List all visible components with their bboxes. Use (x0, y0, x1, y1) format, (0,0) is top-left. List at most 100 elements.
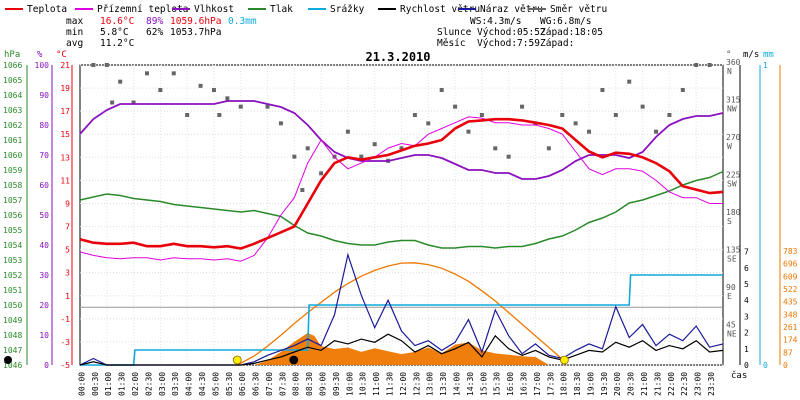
stats-avg-temp: 11.2°C (100, 38, 134, 49)
x-tick-label: 08:00 (292, 372, 301, 396)
stats-max-temp: 16.6°C (100, 16, 134, 27)
axis-hpa-tick: 1052 (3, 271, 22, 280)
axis-wm-tick: 174 (783, 336, 798, 345)
wind-direction-point (707, 63, 712, 67)
stats-min-temp: 5.8°C (100, 27, 129, 38)
wind-direction-point (225, 96, 230, 101)
wind-direction-point (627, 79, 632, 84)
x-tick-label: 14:00 (452, 372, 461, 396)
axis-hpa-label: hPa (4, 50, 20, 60)
stats-block: max 16.6°C 89% 1059.6hPa 0.3mm min 5.8°C… (66, 16, 257, 49)
x-tick-label: 04:30 (198, 372, 207, 396)
wind-direction-point (372, 142, 377, 147)
legend-label: Teplota (27, 4, 67, 15)
axis-hum-tick: 90 (39, 91, 49, 100)
x-tick-label: 15:30 (493, 372, 502, 396)
axis-ms-tick: 5 (744, 280, 749, 289)
axis-temp-tick: 15 (60, 130, 70, 139)
x-tick-label: 12:00 (399, 372, 408, 396)
axis-temp-tick: -1 (60, 315, 70, 324)
axis-ms-tick: 2 (744, 329, 749, 338)
x-tick-label: 00:00 (77, 372, 86, 396)
wind-direction-point (265, 104, 270, 109)
legend-label: Přízemní teplota (97, 4, 189, 15)
x-tick-label: 17:30 (546, 372, 555, 396)
x-tick-label: 02:00 (131, 372, 140, 396)
axis-ms-tick: 0 (744, 361, 749, 370)
legend-item-8: Směr větru (528, 4, 607, 15)
legend-item-7: Náraz větru (458, 4, 543, 15)
wind-direction-point (520, 104, 525, 109)
wind-direction-point (198, 83, 203, 88)
x-tick-label: 20:00 (613, 372, 622, 396)
wind-direction-point (560, 113, 565, 117)
wind-direction-point (573, 121, 578, 126)
axis-temp-tick: 5 (65, 246, 70, 255)
legend-item-5: Srážky (308, 4, 365, 15)
wind-direction-point (300, 188, 305, 192)
x-tick-label: 22:30 (680, 372, 689, 396)
axis-dir-label: ° (726, 50, 731, 60)
axis-temp-tick: 21 (60, 61, 70, 70)
axes: 1066106510641063106210611060105910581057… (3, 58, 798, 396)
axis-hpa-tick: 1064 (3, 91, 22, 100)
x-tick-label: 19:30 (600, 372, 609, 396)
x-tick-label: 17:00 (533, 372, 542, 396)
axis-hum-tick: 60 (39, 181, 49, 190)
x-tick-label: 21:00 (640, 372, 649, 396)
wind-direction-point (118, 79, 123, 84)
wind-direction-point (587, 129, 592, 134)
axis-hpa-tick: 1053 (3, 256, 22, 265)
axis-hpa-tick: 1054 (3, 241, 22, 250)
wind-direction-point (654, 129, 659, 134)
stats-min-hum: 62% (146, 27, 163, 38)
axis-hum-label: % (37, 50, 43, 60)
x-tick-label: 14:30 (466, 372, 475, 396)
axis-temp-tick: 19 (60, 84, 70, 93)
series-solar-curve (236, 262, 566, 366)
info-moonrise: Východ:7:59 (477, 38, 540, 49)
axis-hum-tick: 20 (39, 301, 49, 310)
axis-ms-tick: 3 (744, 312, 749, 321)
sunrise-marker (232, 355, 242, 365)
wind-direction-point (439, 88, 444, 92)
axis-hpa-tick: 1056 (3, 211, 22, 220)
axis-hum-tick: 40 (39, 241, 49, 250)
x-tick-label: 07:30 (278, 372, 287, 396)
wind-direction-point (359, 154, 364, 159)
axis-wm-tick: 0 (783, 361, 788, 370)
legend-label: Vlhkost (194, 4, 234, 15)
x-tick-label: 11:30 (386, 372, 395, 396)
axis-hpa-tick: 1063 (3, 106, 22, 115)
legend-item-3: Vlhkost (172, 4, 234, 15)
wind-direction-point (171, 71, 176, 76)
wind-direction-point (217, 113, 222, 117)
axis-temp-tick: 1 (65, 292, 70, 301)
axis-dir-tick: 270 (726, 133, 741, 142)
axis-hum-tick: 0 (44, 361, 49, 370)
x-tick-label: 23:30 (707, 372, 716, 396)
legend-item-1: Teplota (5, 4, 67, 15)
series-rain-line (80, 274, 723, 366)
wind-direction-point (131, 100, 136, 105)
axis-mm-tick: 1 (763, 61, 768, 70)
axis-wm-tick: 261 (783, 323, 798, 332)
legend: Teplota Přízemní teplota Vlhkost Tlak Srážky… (5, 4, 607, 15)
x-tick-label: 15:00 (479, 372, 488, 396)
wind-direction-point (305, 146, 310, 151)
series-solar-measured-area (254, 333, 549, 365)
axis-hpa-tick: 1048 (3, 331, 22, 340)
axis-dir-compass: S (727, 217, 732, 226)
x-tick-label: 03:00 (158, 372, 167, 396)
x-tick-label: 09:00 (319, 372, 328, 396)
x-tick-label: 06:00 (238, 372, 247, 396)
axis-hpa-tick: 1066 (3, 61, 22, 70)
axis-hpa-tick: 1047 (3, 346, 22, 355)
axis-temp-tick: 17 (60, 107, 70, 116)
wind-direction-point (680, 88, 685, 92)
wind-direction-point (546, 146, 551, 151)
x-tick-label: 20:30 (627, 372, 636, 396)
wind-direction-point (278, 121, 283, 126)
axis-temp-tick: -5 (60, 361, 70, 370)
axis-hpa-tick: 1051 (3, 286, 22, 295)
